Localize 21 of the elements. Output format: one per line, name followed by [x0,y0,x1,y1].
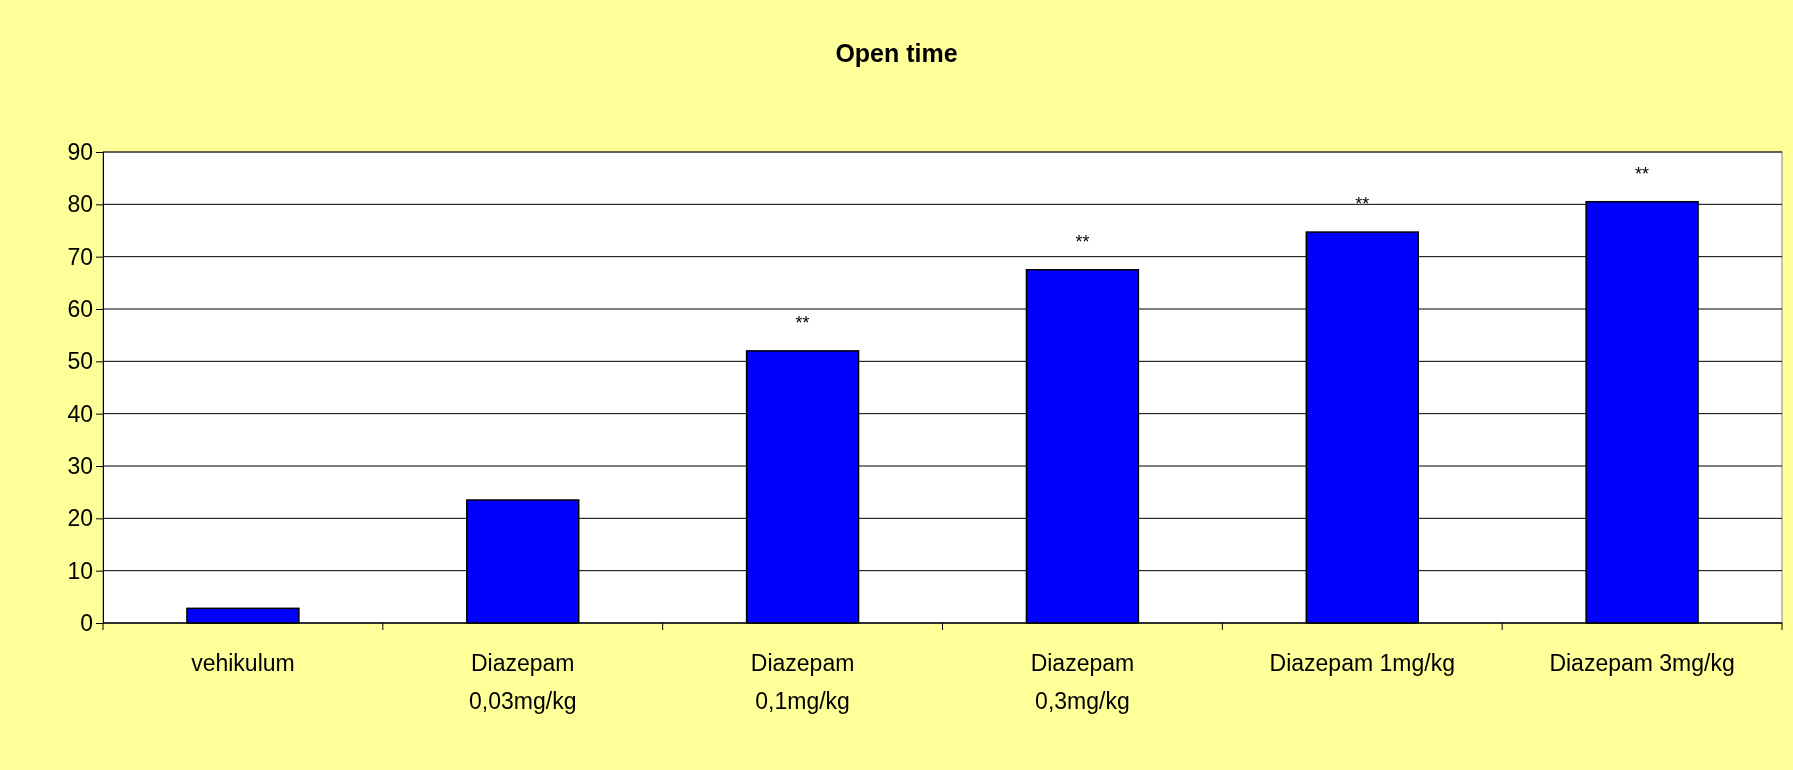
annotation: ** [1355,194,1370,215]
annotation: ** [795,312,810,333]
y-tick-label: 40 [67,400,93,427]
y-tick-label: 90 [67,138,93,165]
y-tick-label: 70 [67,243,93,270]
x-tick-label: Diazepam 3mg/kg [1549,650,1735,676]
annotation: ** [1635,163,1650,184]
y-tick-label: 60 [67,295,93,322]
annotation: ** [1075,231,1090,252]
y-tick-label: 30 [67,452,93,479]
y-tick-label: 10 [67,557,93,584]
x-tick-label: Diazepam 0,1mg/kg [750,650,855,714]
y-tick-label: 80 [67,191,93,218]
chart-title: Open time [835,39,958,67]
x-tick-label: Diazepam 0,3mg/kg [1030,650,1135,714]
y-tick-label: 20 [67,505,93,532]
y-tick-label: 50 [67,348,93,375]
x-tick-label: Diazepam 0,03mg/kg [469,650,577,714]
x-tick-label: vehikulum [191,650,295,676]
y-tick-label: 0 [80,609,93,636]
x-tick-label: Diazepam 1mg/kg [1269,650,1455,676]
